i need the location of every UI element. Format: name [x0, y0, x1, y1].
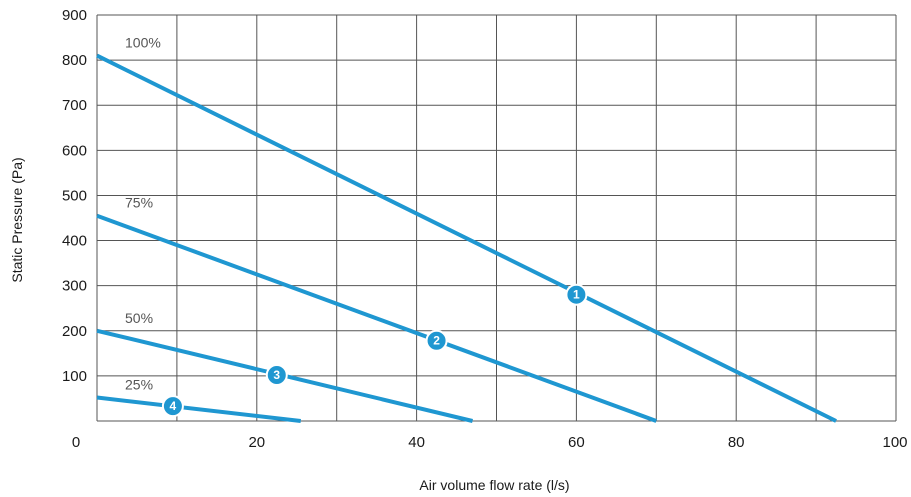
y-axis-title: Static Pressure (Pa)	[9, 157, 25, 282]
y-tick-label: 100	[62, 368, 87, 385]
y-tick-label: 200	[62, 323, 87, 340]
series-name-label: 100%	[125, 35, 161, 51]
series-marker	[425, 329, 448, 352]
y-tick-label: 600	[62, 142, 87, 159]
grid	[96, 14, 897, 422]
series-marker-number: 1	[573, 288, 580, 302]
y-tick-label: 300	[62, 278, 87, 295]
series-marker-number: 2	[433, 334, 440, 348]
series-marker-number: 4	[170, 399, 177, 413]
series-labels: 100% 75% 50% 25%	[125, 35, 161, 393]
series-line	[96, 53, 837, 423]
series-name-label: 25%	[125, 377, 153, 393]
x-tick-label: 100	[882, 434, 907, 451]
x-tick-label: 0	[72, 434, 80, 451]
series-marker	[565, 283, 588, 306]
series-markers: 1 2 3 4	[161, 283, 588, 418]
series-line	[96, 395, 301, 423]
series-name-label: 75%	[125, 195, 153, 211]
y-tick-labels: 100 200 300 400 500 600 700 800 900	[62, 7, 87, 385]
series-line	[96, 213, 657, 423]
y-tick-label: 900	[62, 7, 87, 24]
x-tick-label: 40	[408, 434, 425, 451]
series-lines	[96, 53, 837, 423]
x-tick-labels: 0 20 40 60 80 100	[72, 434, 908, 451]
x-axis-title: Air volume flow rate (l/s)	[419, 477, 569, 493]
y-tick-label: 800	[62, 52, 87, 69]
series-marker	[265, 363, 288, 386]
y-tick-label: 700	[62, 97, 87, 114]
series-marker	[161, 395, 184, 418]
x-tick-label: 80	[728, 434, 745, 451]
y-tick-label: 400	[62, 233, 87, 250]
series-name-label: 50%	[125, 310, 153, 326]
x-tick-label: 60	[568, 434, 585, 451]
y-tick-label: 500	[62, 187, 87, 204]
series-marker-number: 3	[273, 368, 280, 382]
x-tick-label: 20	[248, 434, 265, 451]
